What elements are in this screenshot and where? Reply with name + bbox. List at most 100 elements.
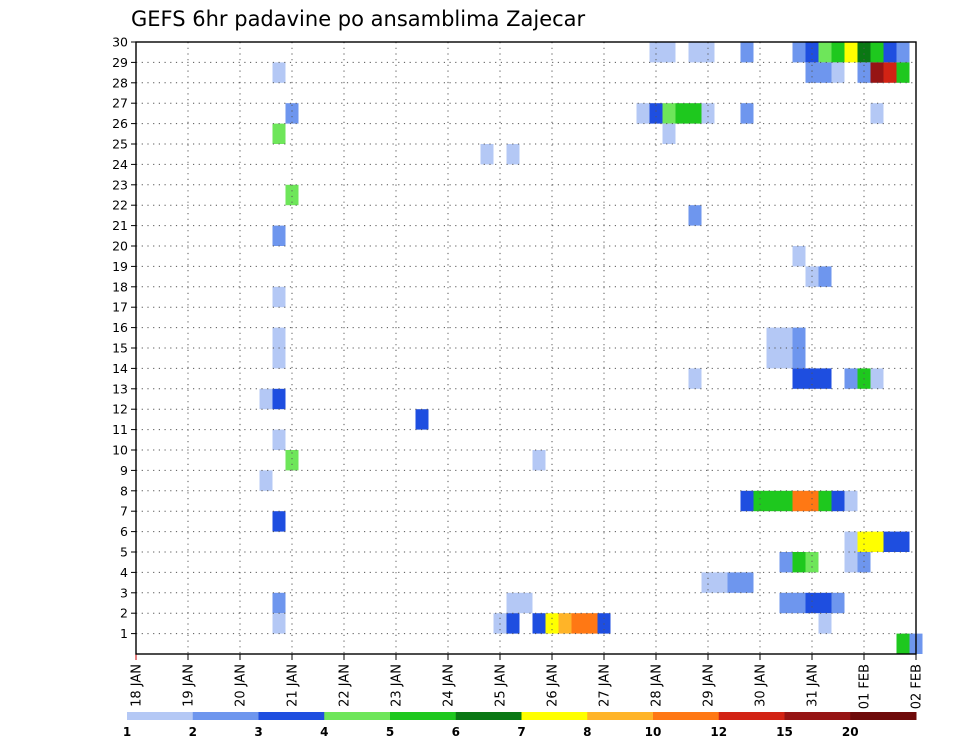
heatmap-cell bbox=[285, 450, 299, 471]
heatmap-cell bbox=[896, 531, 910, 552]
heatmap-cell bbox=[844, 531, 858, 552]
heatmap-cell bbox=[285, 103, 299, 124]
heatmap-cell bbox=[844, 368, 858, 389]
x-tick-label: 31 JAN bbox=[806, 664, 821, 707]
colorbar-swatch bbox=[521, 712, 588, 720]
heatmap-cell bbox=[740, 42, 754, 63]
heatmap-cell bbox=[701, 103, 715, 124]
y-tick-label: 18 bbox=[112, 279, 128, 294]
heatmap-cell bbox=[259, 470, 273, 491]
heatmap-cell bbox=[285, 184, 299, 206]
chart-title: GEFS 6hr padavine po ansamblima Zajecar bbox=[131, 7, 586, 31]
heatmap-cell bbox=[844, 552, 858, 573]
y-tick-label: 23 bbox=[112, 177, 128, 192]
colorbar-label: 8 bbox=[583, 725, 591, 739]
heatmap-cell bbox=[896, 42, 910, 63]
colorbar-label: 7 bbox=[517, 725, 525, 739]
x-tick-label: 27 JAN bbox=[598, 664, 613, 707]
heatmap-cell bbox=[272, 62, 286, 83]
y-tick-label: 11 bbox=[112, 422, 128, 437]
heatmap-cell bbox=[844, 42, 858, 63]
heatmap-cell bbox=[532, 450, 546, 471]
heatmap-cell bbox=[571, 613, 585, 634]
heatmap-cell bbox=[740, 103, 754, 124]
colorbar-label: 12 bbox=[710, 725, 727, 739]
heatmap-cell bbox=[818, 592, 832, 614]
colorbar-swatch bbox=[455, 712, 522, 720]
heatmap-cell bbox=[688, 42, 702, 63]
y-tick-label: 10 bbox=[112, 443, 128, 458]
heatmap-cell bbox=[818, 490, 832, 512]
heatmap-cell bbox=[272, 348, 286, 369]
heatmap-cell bbox=[870, 103, 884, 124]
heatmap-cell bbox=[688, 368, 702, 389]
y-tick-label: 17 bbox=[112, 300, 128, 315]
x-tick-label: 19 JAN bbox=[182, 664, 197, 707]
x-tick-label: 26 JAN bbox=[546, 664, 561, 707]
heatmap-cell bbox=[662, 42, 676, 63]
heatmap-cell bbox=[792, 490, 806, 512]
heatmap-cell bbox=[857, 42, 871, 63]
y-tick-label: 13 bbox=[112, 381, 128, 396]
heatmap-cell bbox=[883, 62, 897, 83]
heatmap-cell bbox=[831, 62, 845, 83]
heatmap-cell bbox=[831, 592, 845, 614]
heatmap-cell bbox=[272, 225, 286, 246]
heatmap-cell bbox=[792, 552, 806, 573]
heatmap-cell bbox=[805, 42, 819, 63]
heatmap-cell bbox=[662, 103, 676, 124]
plot-frame bbox=[135, 41, 917, 655]
heatmap-cell bbox=[701, 572, 715, 593]
heatmap-cell bbox=[675, 103, 689, 124]
heatmap-cell bbox=[792, 368, 806, 389]
heatmap-cell bbox=[766, 348, 780, 369]
y-tick-label: 14 bbox=[112, 361, 128, 376]
x-tick-label: 02 FEB bbox=[910, 664, 925, 709]
x-tick-label: 30 JAN bbox=[754, 664, 769, 707]
y-axis-ticks: 1234567891011121314151617181920212223242… bbox=[112, 35, 136, 641]
y-tick-label: 6 bbox=[120, 524, 128, 539]
y-tick-label: 29 bbox=[112, 55, 128, 70]
heatmap-cell bbox=[662, 123, 676, 144]
y-tick-label: 15 bbox=[112, 341, 128, 356]
y-tick-label: 1 bbox=[120, 626, 128, 641]
heatmap-cell bbox=[818, 266, 832, 287]
heatmap-cell bbox=[532, 613, 546, 634]
y-tick-label: 12 bbox=[112, 402, 128, 417]
heatmap-cell bbox=[688, 205, 702, 226]
x-axis-ticks: 18 JAN 19 JAN 20 JAN 21 JAN 22 JAN 23 JAN 24 J… bbox=[130, 654, 925, 709]
x-tick-label: 24 JAN bbox=[442, 664, 457, 707]
heatmap-cell bbox=[792, 348, 806, 369]
colorbar-label: 1 bbox=[123, 725, 131, 739]
y-tick-label: 19 bbox=[112, 259, 128, 274]
y-tick-label: 3 bbox=[120, 585, 128, 600]
y-tick-label: 27 bbox=[112, 96, 128, 111]
heatmap-cell bbox=[649, 42, 663, 63]
heatmap-cell bbox=[857, 531, 871, 552]
colorbar-swatch bbox=[324, 712, 391, 720]
heatmap-cell bbox=[779, 327, 793, 348]
y-tick-label: 2 bbox=[120, 606, 128, 621]
heatmap-cell bbox=[480, 144, 494, 165]
x-tick-label: 23 JAN bbox=[390, 664, 405, 707]
heatmap-cell bbox=[896, 62, 910, 83]
heatmap-cell bbox=[506, 144, 520, 165]
heatmap-cell bbox=[753, 490, 767, 512]
colorbar-label: 5 bbox=[386, 725, 394, 739]
heatmap-cell bbox=[519, 592, 533, 614]
heatmap-cell bbox=[792, 246, 806, 267]
colorbar-swatch bbox=[127, 712, 194, 720]
y-tick-label: 22 bbox=[112, 198, 128, 213]
x-tick-label: 18 JAN bbox=[130, 664, 145, 707]
heatmap-cell bbox=[766, 327, 780, 348]
colorbar-label: 15 bbox=[776, 725, 793, 739]
heatmap-cell bbox=[272, 429, 286, 450]
colorbar-legend: 1 2 3 4 5 6 7 8 10 12 15 20 bbox=[123, 712, 917, 739]
x-tick-label: 22 JAN bbox=[338, 664, 353, 707]
heatmap-cell bbox=[272, 613, 286, 634]
x-tick-label: 01 FEB bbox=[858, 664, 873, 709]
heatmap-cell bbox=[259, 388, 273, 410]
colorbar-swatch bbox=[850, 712, 917, 720]
